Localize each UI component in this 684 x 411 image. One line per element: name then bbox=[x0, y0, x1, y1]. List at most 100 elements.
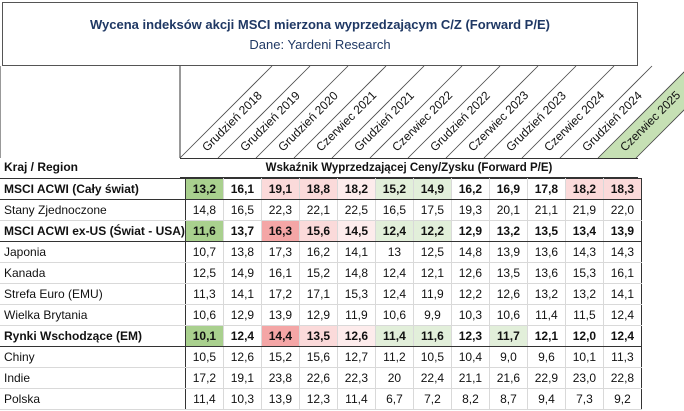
value-cell: 22,4 bbox=[413, 367, 452, 389]
value-cell: 22,6 bbox=[299, 367, 338, 389]
column-header-divider bbox=[597, 71, 684, 159]
value-cell: 10,6 bbox=[489, 304, 528, 326]
value-cell: 20,1 bbox=[489, 199, 528, 221]
value-cell: 12,4 bbox=[375, 220, 414, 242]
column-header-divider bbox=[369, 65, 463, 159]
value-cell: 12,1 bbox=[413, 262, 452, 284]
table-row: Rynki Wschodzące (EM) 10,1 12,4 14,4 13,5 12,… bbox=[0, 325, 642, 347]
value-cell: 13,2 bbox=[185, 178, 224, 200]
value-cell: 13,9 bbox=[261, 304, 300, 326]
value-cell: 13,6 bbox=[527, 241, 566, 263]
value-cell: 12,4 bbox=[223, 325, 262, 347]
region-name: Japonia bbox=[0, 241, 186, 263]
value-cell: 12,4 bbox=[375, 262, 414, 284]
value-cell: 22,9 bbox=[527, 367, 566, 389]
region-name: Rynki Wschodzące (EM) bbox=[0, 325, 186, 347]
region-column-header: Kraj / Region bbox=[4, 160, 79, 174]
value-cell: 22,3 bbox=[261, 199, 300, 221]
value-cell: 10,3 bbox=[451, 304, 490, 326]
page-subtitle: Dane: Yardeni Research bbox=[249, 37, 391, 52]
value-cell: 17,8 bbox=[527, 178, 566, 200]
value-cell: 21,1 bbox=[451, 367, 490, 389]
valuation-table: MSCI ACWI (Cały świat) 13,2 16,1 19,1 18,8 18… bbox=[0, 178, 642, 410]
value-cell: 11,5 bbox=[565, 304, 604, 326]
value-cell: 13,4 bbox=[565, 220, 604, 242]
value-cell: 8,7 bbox=[489, 388, 528, 410]
value-cell: 6,7 bbox=[375, 388, 414, 410]
value-cell: 14,8 bbox=[451, 241, 490, 263]
value-cell: 10,5 bbox=[413, 346, 452, 368]
table-row: Wielka Brytania 10,6 12,9 13,9 12,9 11,9 10,6 9… bbox=[0, 304, 642, 326]
value-cell: 12,2 bbox=[451, 283, 490, 305]
value-cell: 13,5 bbox=[489, 262, 528, 284]
value-cell: 11,3 bbox=[185, 283, 224, 305]
region-name: Stany Zjednoczone bbox=[0, 199, 186, 221]
value-cell: 15,6 bbox=[299, 220, 338, 242]
value-cell: 13,7 bbox=[223, 220, 262, 242]
region-name: Kanada bbox=[0, 262, 186, 284]
value-cell: 17,2 bbox=[261, 283, 300, 305]
value-cell: 13 bbox=[375, 241, 414, 263]
value-cell: 11,4 bbox=[375, 325, 414, 347]
value-cell: 11,4 bbox=[337, 388, 376, 410]
value-cell: 7,3 bbox=[565, 388, 604, 410]
value-cell: 18,2 bbox=[337, 178, 376, 200]
region-name: MSCI ACWI (Cały świat) bbox=[0, 178, 186, 200]
value-cell: 12,3 bbox=[299, 388, 338, 410]
value-cell: 22,5 bbox=[337, 199, 376, 221]
table-row: Chiny 10,5 12,6 15,2 15,6 12,7 11,2 10,5 10,4 9,0… bbox=[0, 346, 642, 368]
value-cell: 16,9 bbox=[489, 178, 528, 200]
value-cell: 10,7 bbox=[185, 241, 224, 263]
value-cell: 12,6 bbox=[489, 283, 528, 305]
column-header-divider bbox=[407, 65, 501, 159]
value-cell: 16,2 bbox=[299, 241, 338, 263]
value-cell: 12,9 bbox=[451, 220, 490, 242]
value-cell: 22,1 bbox=[299, 199, 338, 221]
value-cell: 21,6 bbox=[489, 367, 528, 389]
table-row: Strefa Euro (EMU) 11,3 14,1 17,2 17,1 15,3 12,… bbox=[0, 283, 642, 305]
table-row: MSCI ACWI ex-US (Świat - USA) 11,6 13,7 16,… bbox=[0, 220, 642, 242]
table-row: Stany Zjednoczone 14,8 16,5 22,3 22,1 22,5 16,… bbox=[0, 199, 642, 221]
value-cell: 11,9 bbox=[413, 283, 452, 305]
value-cell: 11,6 bbox=[185, 220, 224, 242]
value-cell: 14,8 bbox=[337, 262, 376, 284]
value-cell: 14,1 bbox=[337, 241, 376, 263]
value-cell: 11,9 bbox=[337, 304, 376, 326]
value-cell: 9,9 bbox=[413, 304, 452, 326]
column-header-divider bbox=[445, 65, 539, 159]
region-name: Strefa Euro (EMU) bbox=[0, 283, 186, 305]
value-cell: 19,1 bbox=[223, 367, 262, 389]
column-header-divider bbox=[293, 65, 387, 159]
value-cell: 17,3 bbox=[261, 241, 300, 263]
region-name: Indie bbox=[0, 367, 186, 389]
column-header-divider bbox=[483, 65, 577, 159]
table-row: MSCI ACWI (Cały świat) 13,2 16,1 19,1 18,8 18… bbox=[0, 178, 642, 200]
value-cell: 11,7 bbox=[489, 325, 528, 347]
value-cell: 13,8 bbox=[223, 241, 262, 263]
title-box: Wycena indeksów akcji MSCI mierzona wypr… bbox=[2, 2, 638, 66]
column-header-divider bbox=[559, 65, 653, 159]
region-name: Polska bbox=[0, 388, 186, 410]
value-cell: 12,9 bbox=[299, 304, 338, 326]
value-cell: 17,5 bbox=[413, 199, 452, 221]
value-cell: 19,3 bbox=[451, 199, 490, 221]
value-cell: 14,3 bbox=[565, 241, 604, 263]
value-cell: 15,3 bbox=[565, 262, 604, 284]
value-cell: 12,2 bbox=[413, 220, 452, 242]
value-cell: 12,7 bbox=[337, 346, 376, 368]
value-cell: 16,1 bbox=[603, 262, 642, 284]
column-header-divider bbox=[331, 65, 425, 159]
value-cell: 14,4 bbox=[261, 325, 300, 347]
value-cell: 11,2 bbox=[375, 346, 414, 368]
value-cell: 15,6 bbox=[299, 346, 338, 368]
value-cell: 8,2 bbox=[451, 388, 490, 410]
value-cell: 18,8 bbox=[299, 178, 338, 200]
value-cell: 12,6 bbox=[223, 346, 262, 368]
value-cell: 21,1 bbox=[527, 199, 566, 221]
value-cell: 14,1 bbox=[603, 283, 642, 305]
value-cell: 12,4 bbox=[603, 304, 642, 326]
value-cell: 10,1 bbox=[565, 346, 604, 368]
value-cell: 14,9 bbox=[413, 178, 452, 200]
table-row: Indie 17,2 19,1 23,8 22,6 22,3 20 22,4 21,1 21,6 2… bbox=[0, 367, 642, 389]
